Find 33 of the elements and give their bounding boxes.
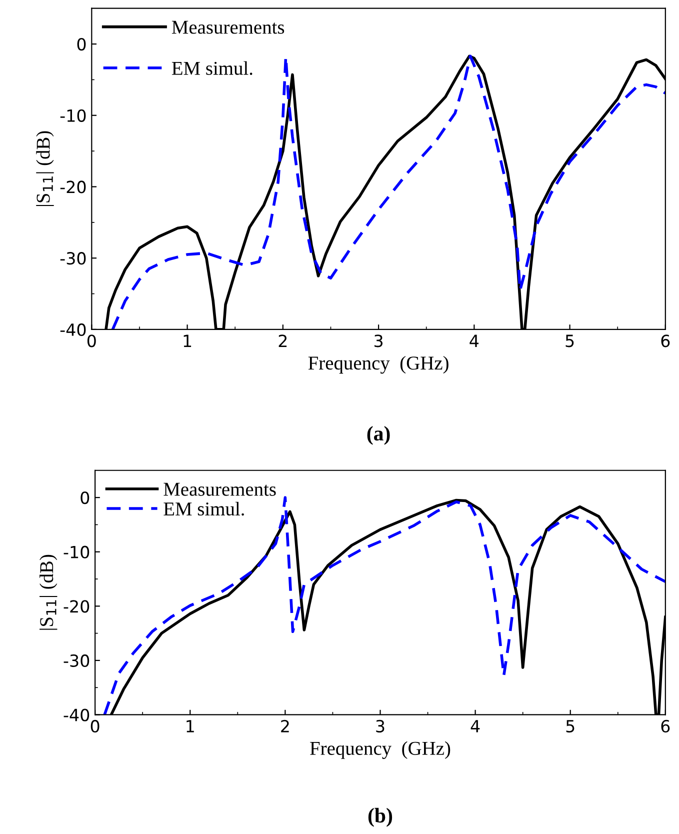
x-tick-label: 3 <box>376 720 384 732</box>
y-tick-label: -40 <box>60 323 86 336</box>
x-tick-label: 0 <box>90 720 100 732</box>
x-tick-label: 2 <box>278 334 287 347</box>
y-tick-label: -40 <box>64 708 90 722</box>
x-tick-label: 6 <box>661 334 670 348</box>
y-tick-label: -30 <box>64 654 90 668</box>
x-tick-label: 6 <box>661 720 670 732</box>
y-tick-label: -20 <box>60 180 86 194</box>
y-tick-label: -20 <box>64 600 90 613</box>
legend-label: EM simul. <box>164 502 244 516</box>
y-tick-label: -10 <box>60 109 86 122</box>
x-tick-label: 4 <box>470 334 479 347</box>
y-axis-title: |S$_{11}$| (dB) <box>40 554 58 630</box>
x-tick-label: 1 <box>184 334 192 347</box>
x-tick-label: 5 <box>566 334 574 348</box>
x-axis-title: Frequency (GHz) <box>310 741 450 759</box>
y-axis-title: |S$_{11}$| (dB) <box>36 131 54 206</box>
x-axis-title: Frequency (GHz) <box>308 356 448 374</box>
x-tick-label: 2 <box>281 720 289 732</box>
x-tick-label: 1 <box>186 720 194 732</box>
legend-label: EM simul. <box>172 61 252 75</box>
y-tick-label: 0 <box>77 38 86 51</box>
x-tick-label: 4 <box>470 720 480 732</box>
y-tick-label: 0 <box>80 491 90 504</box>
y-tick-label: -10 <box>64 546 90 558</box>
text: (a) <box>367 426 390 445</box>
y-tick-label: -30 <box>60 252 86 265</box>
legend-label: Measurements <box>172 20 284 34</box>
x-tick-label: 5 <box>566 720 574 732</box>
text: (b) <box>368 808 392 827</box>
x-tick-label: 3 <box>374 334 383 348</box>
legend-label: Measurements <box>164 482 276 496</box>
